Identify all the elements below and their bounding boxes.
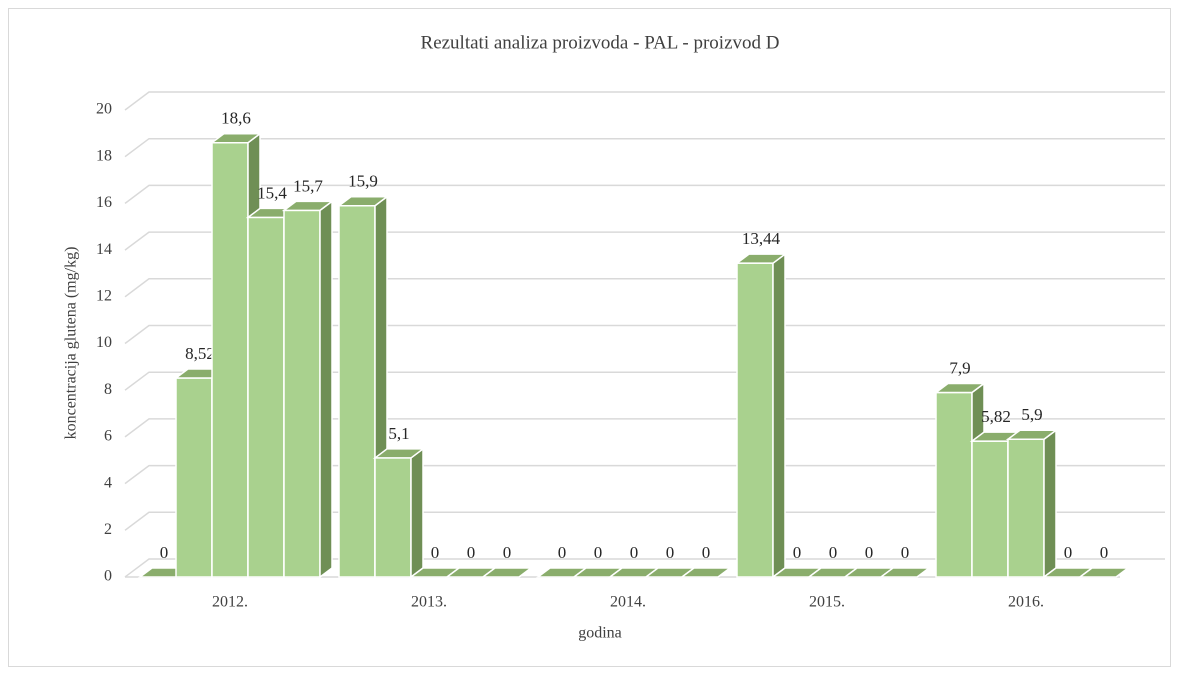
bar-face bbox=[480, 567, 534, 578]
data-label: 0 bbox=[594, 543, 603, 562]
y-axis-title: koncentracija glutena (mg/kg) bbox=[63, 247, 80, 440]
bar bbox=[734, 252, 788, 579]
x-tick-label: 2014. bbox=[610, 594, 646, 611]
bar-face bbox=[338, 204, 376, 578]
grid-line bbox=[124, 464, 1165, 485]
data-label: 15,9 bbox=[348, 172, 378, 191]
bar-face bbox=[374, 457, 412, 578]
data-label: 0 bbox=[1100, 543, 1109, 562]
x-tick-label: 2016. bbox=[1008, 594, 1044, 611]
y-tick-label: 8 bbox=[104, 381, 112, 398]
bar-face bbox=[1005, 429, 1059, 440]
bar-face bbox=[1043, 428, 1057, 579]
grid-line bbox=[124, 231, 1165, 251]
bar-face bbox=[679, 567, 733, 578]
data-label: 0 bbox=[1064, 543, 1073, 562]
grid-line bbox=[124, 324, 1165, 345]
bar-face bbox=[1007, 438, 1045, 578]
bar-face bbox=[281, 200, 335, 212]
data-label: 7,9 bbox=[949, 358, 970, 377]
data-label: 8,52 bbox=[185, 344, 215, 363]
y-tick-label: 4 bbox=[104, 474, 112, 491]
data-label: 0 bbox=[431, 543, 440, 562]
y-tick-label: 18 bbox=[96, 147, 112, 164]
bar-face bbox=[209, 132, 263, 144]
bar bbox=[878, 567, 932, 578]
bar-face bbox=[410, 447, 424, 579]
y-tick-label: 2 bbox=[104, 521, 112, 538]
data-label: 0 bbox=[160, 543, 169, 562]
y-tick-label: 16 bbox=[96, 194, 112, 211]
bar-face bbox=[372, 448, 426, 459]
bar-face bbox=[175, 377, 213, 578]
grid-line bbox=[124, 558, 1165, 578]
bar-face bbox=[283, 209, 321, 578]
x-tick-label: 2013. bbox=[411, 594, 447, 611]
data-label: 0 bbox=[666, 543, 675, 562]
grid-line bbox=[124, 511, 1165, 531]
data-label: 0 bbox=[558, 543, 567, 562]
data-label: 0 bbox=[702, 543, 711, 562]
bar-face bbox=[971, 440, 1009, 578]
bar bbox=[281, 199, 335, 579]
grid-line bbox=[124, 184, 1165, 204]
grid-line bbox=[124, 278, 1165, 298]
data-label: 13,44 bbox=[742, 229, 781, 248]
grid-line bbox=[124, 137, 1165, 158]
chart-title: Rezultati analiza proizvoda - PAL - proi… bbox=[421, 32, 780, 53]
y-tick-label: 0 bbox=[104, 568, 112, 585]
bar bbox=[1005, 428, 1059, 579]
y-tick-label: 6 bbox=[104, 428, 112, 445]
data-label: 5,82 bbox=[981, 407, 1011, 426]
grid-line bbox=[124, 91, 1165, 111]
bar-face bbox=[935, 391, 973, 578]
grid-line bbox=[124, 371, 1165, 391]
data-label: 0 bbox=[865, 543, 874, 562]
data-label: 0 bbox=[793, 543, 802, 562]
bar-face bbox=[878, 567, 932, 578]
bar bbox=[372, 447, 426, 579]
data-label: 0 bbox=[467, 543, 476, 562]
data-label: 5,1 bbox=[388, 424, 409, 443]
x-tick-label: 2015. bbox=[809, 594, 845, 611]
bar-face bbox=[734, 253, 788, 264]
bar bbox=[480, 567, 534, 578]
y-tick-label: 14 bbox=[96, 241, 112, 258]
x-tick-label: 2012. bbox=[212, 594, 248, 611]
data-label: 15,4 bbox=[257, 183, 287, 202]
bar-face bbox=[336, 195, 390, 207]
data-label: 0 bbox=[630, 543, 639, 562]
bar bbox=[679, 567, 733, 578]
data-label: 0 bbox=[829, 543, 838, 562]
bar bbox=[1077, 567, 1131, 578]
bar-face bbox=[736, 262, 774, 578]
y-tick-label: 20 bbox=[96, 101, 112, 118]
data-label: 15,7 bbox=[293, 176, 323, 195]
data-label: 0 bbox=[503, 543, 512, 562]
bar-face bbox=[211, 141, 249, 578]
data-label: 0 bbox=[901, 543, 910, 562]
data-label: 18,6 bbox=[221, 109, 251, 128]
bar-face bbox=[247, 216, 285, 578]
y-tick-label: 10 bbox=[96, 334, 112, 351]
y-tick-label: 12 bbox=[96, 287, 112, 304]
bar-face bbox=[772, 252, 786, 579]
bar-face bbox=[1077, 567, 1131, 578]
bar-face bbox=[319, 199, 333, 579]
bar-face bbox=[933, 382, 987, 394]
x-axis-title: godina bbox=[578, 625, 622, 642]
data-label: 5,9 bbox=[1021, 405, 1042, 424]
grid-line bbox=[124, 418, 1165, 438]
